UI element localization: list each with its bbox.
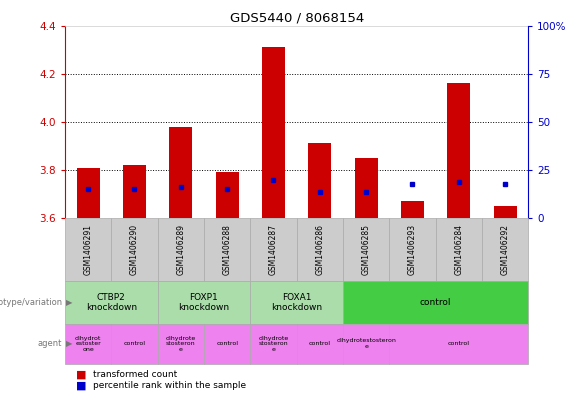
Bar [447, 83, 470, 218]
Text: CTBP2
knockdown: CTBP2 knockdown [86, 293, 137, 312]
Bar [77, 167, 100, 218]
Text: ■: ■ [76, 369, 87, 380]
Text: GSM1406293: GSM1406293 [408, 224, 417, 275]
Text: GSM1406288: GSM1406288 [223, 224, 232, 275]
Text: GSM1406289: GSM1406289 [176, 224, 185, 275]
Title: GDS5440 / 8068154: GDS5440 / 8068154 [229, 11, 364, 24]
Bar [494, 206, 516, 218]
Text: FOXP1
knockdown: FOXP1 knockdown [179, 293, 229, 312]
Bar [401, 201, 424, 218]
Bar [123, 165, 146, 218]
Text: genotype/variation: genotype/variation [0, 298, 62, 307]
Bar [355, 158, 378, 218]
Text: ▶: ▶ [66, 298, 73, 307]
Text: FOXA1
knockdown: FOXA1 knockdown [271, 293, 322, 312]
Text: agent: agent [38, 340, 62, 348]
Text: ▶: ▶ [66, 340, 73, 348]
Text: GSM1406287: GSM1406287 [269, 224, 278, 275]
Bar [308, 143, 331, 218]
Text: control: control [309, 342, 331, 346]
Text: GSM1406286: GSM1406286 [315, 224, 324, 275]
Text: GSM1406290: GSM1406290 [130, 224, 139, 275]
Bar [262, 47, 285, 218]
Text: transformed count: transformed count [93, 370, 177, 379]
Text: GSM1406291: GSM1406291 [84, 224, 93, 275]
Text: GSM1406285: GSM1406285 [362, 224, 371, 275]
Text: control: control [124, 342, 145, 346]
Text: dihydrote
stosteron
e: dihydrote stosteron e [166, 336, 196, 352]
Text: dihydrote
stosteron
e: dihydrote stosteron e [258, 336, 289, 352]
Text: control: control [216, 342, 238, 346]
Text: GSM1406284: GSM1406284 [454, 224, 463, 275]
Bar [170, 127, 192, 218]
Text: ■: ■ [76, 381, 87, 391]
Text: control: control [448, 342, 470, 346]
Text: percentile rank within the sample: percentile rank within the sample [93, 382, 246, 390]
Text: dihydrot
estoster
one: dihydrot estoster one [75, 336, 101, 352]
Text: dihydrotestosteron
e: dihydrotestosteron e [336, 338, 396, 349]
Text: GSM1406292: GSM1406292 [501, 224, 510, 275]
Text: control: control [420, 298, 451, 307]
Bar [216, 173, 238, 218]
